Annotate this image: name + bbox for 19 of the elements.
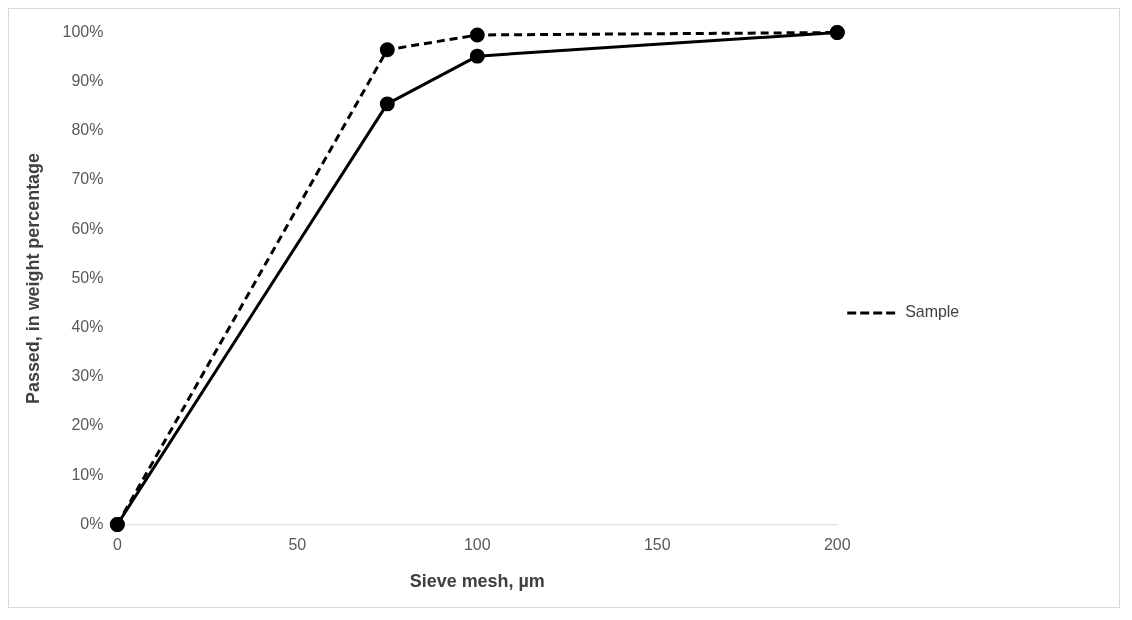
y-tick-label: 90%	[71, 72, 104, 90]
x-tick-label: 50	[288, 536, 307, 554]
y-tick-label: 100%	[62, 22, 104, 40]
y-tick-label: 80%	[71, 121, 104, 139]
x-tick-label: 0	[112, 536, 122, 554]
x-axis-title: Sieve mesh, µm	[409, 571, 545, 592]
y-tick-label: 30%	[71, 367, 104, 385]
x-tick-label: 150	[643, 536, 671, 554]
y-axis-title: Passed, in weight percentage	[22, 152, 43, 405]
y-tick-label: 10%	[71, 465, 104, 483]
x-tick-label: 100	[463, 536, 491, 554]
legend-label: Sample	[905, 303, 960, 321]
y-tick-label: 0%	[80, 514, 104, 532]
y-tick-label: 60%	[71, 219, 104, 237]
x-tick-label: 200	[823, 536, 851, 554]
y-tick-label: 70%	[71, 170, 104, 188]
y-tick-label: 50%	[71, 268, 104, 286]
y-tick-label: 20%	[71, 416, 104, 434]
y-tick-label: 40%	[71, 318, 104, 336]
